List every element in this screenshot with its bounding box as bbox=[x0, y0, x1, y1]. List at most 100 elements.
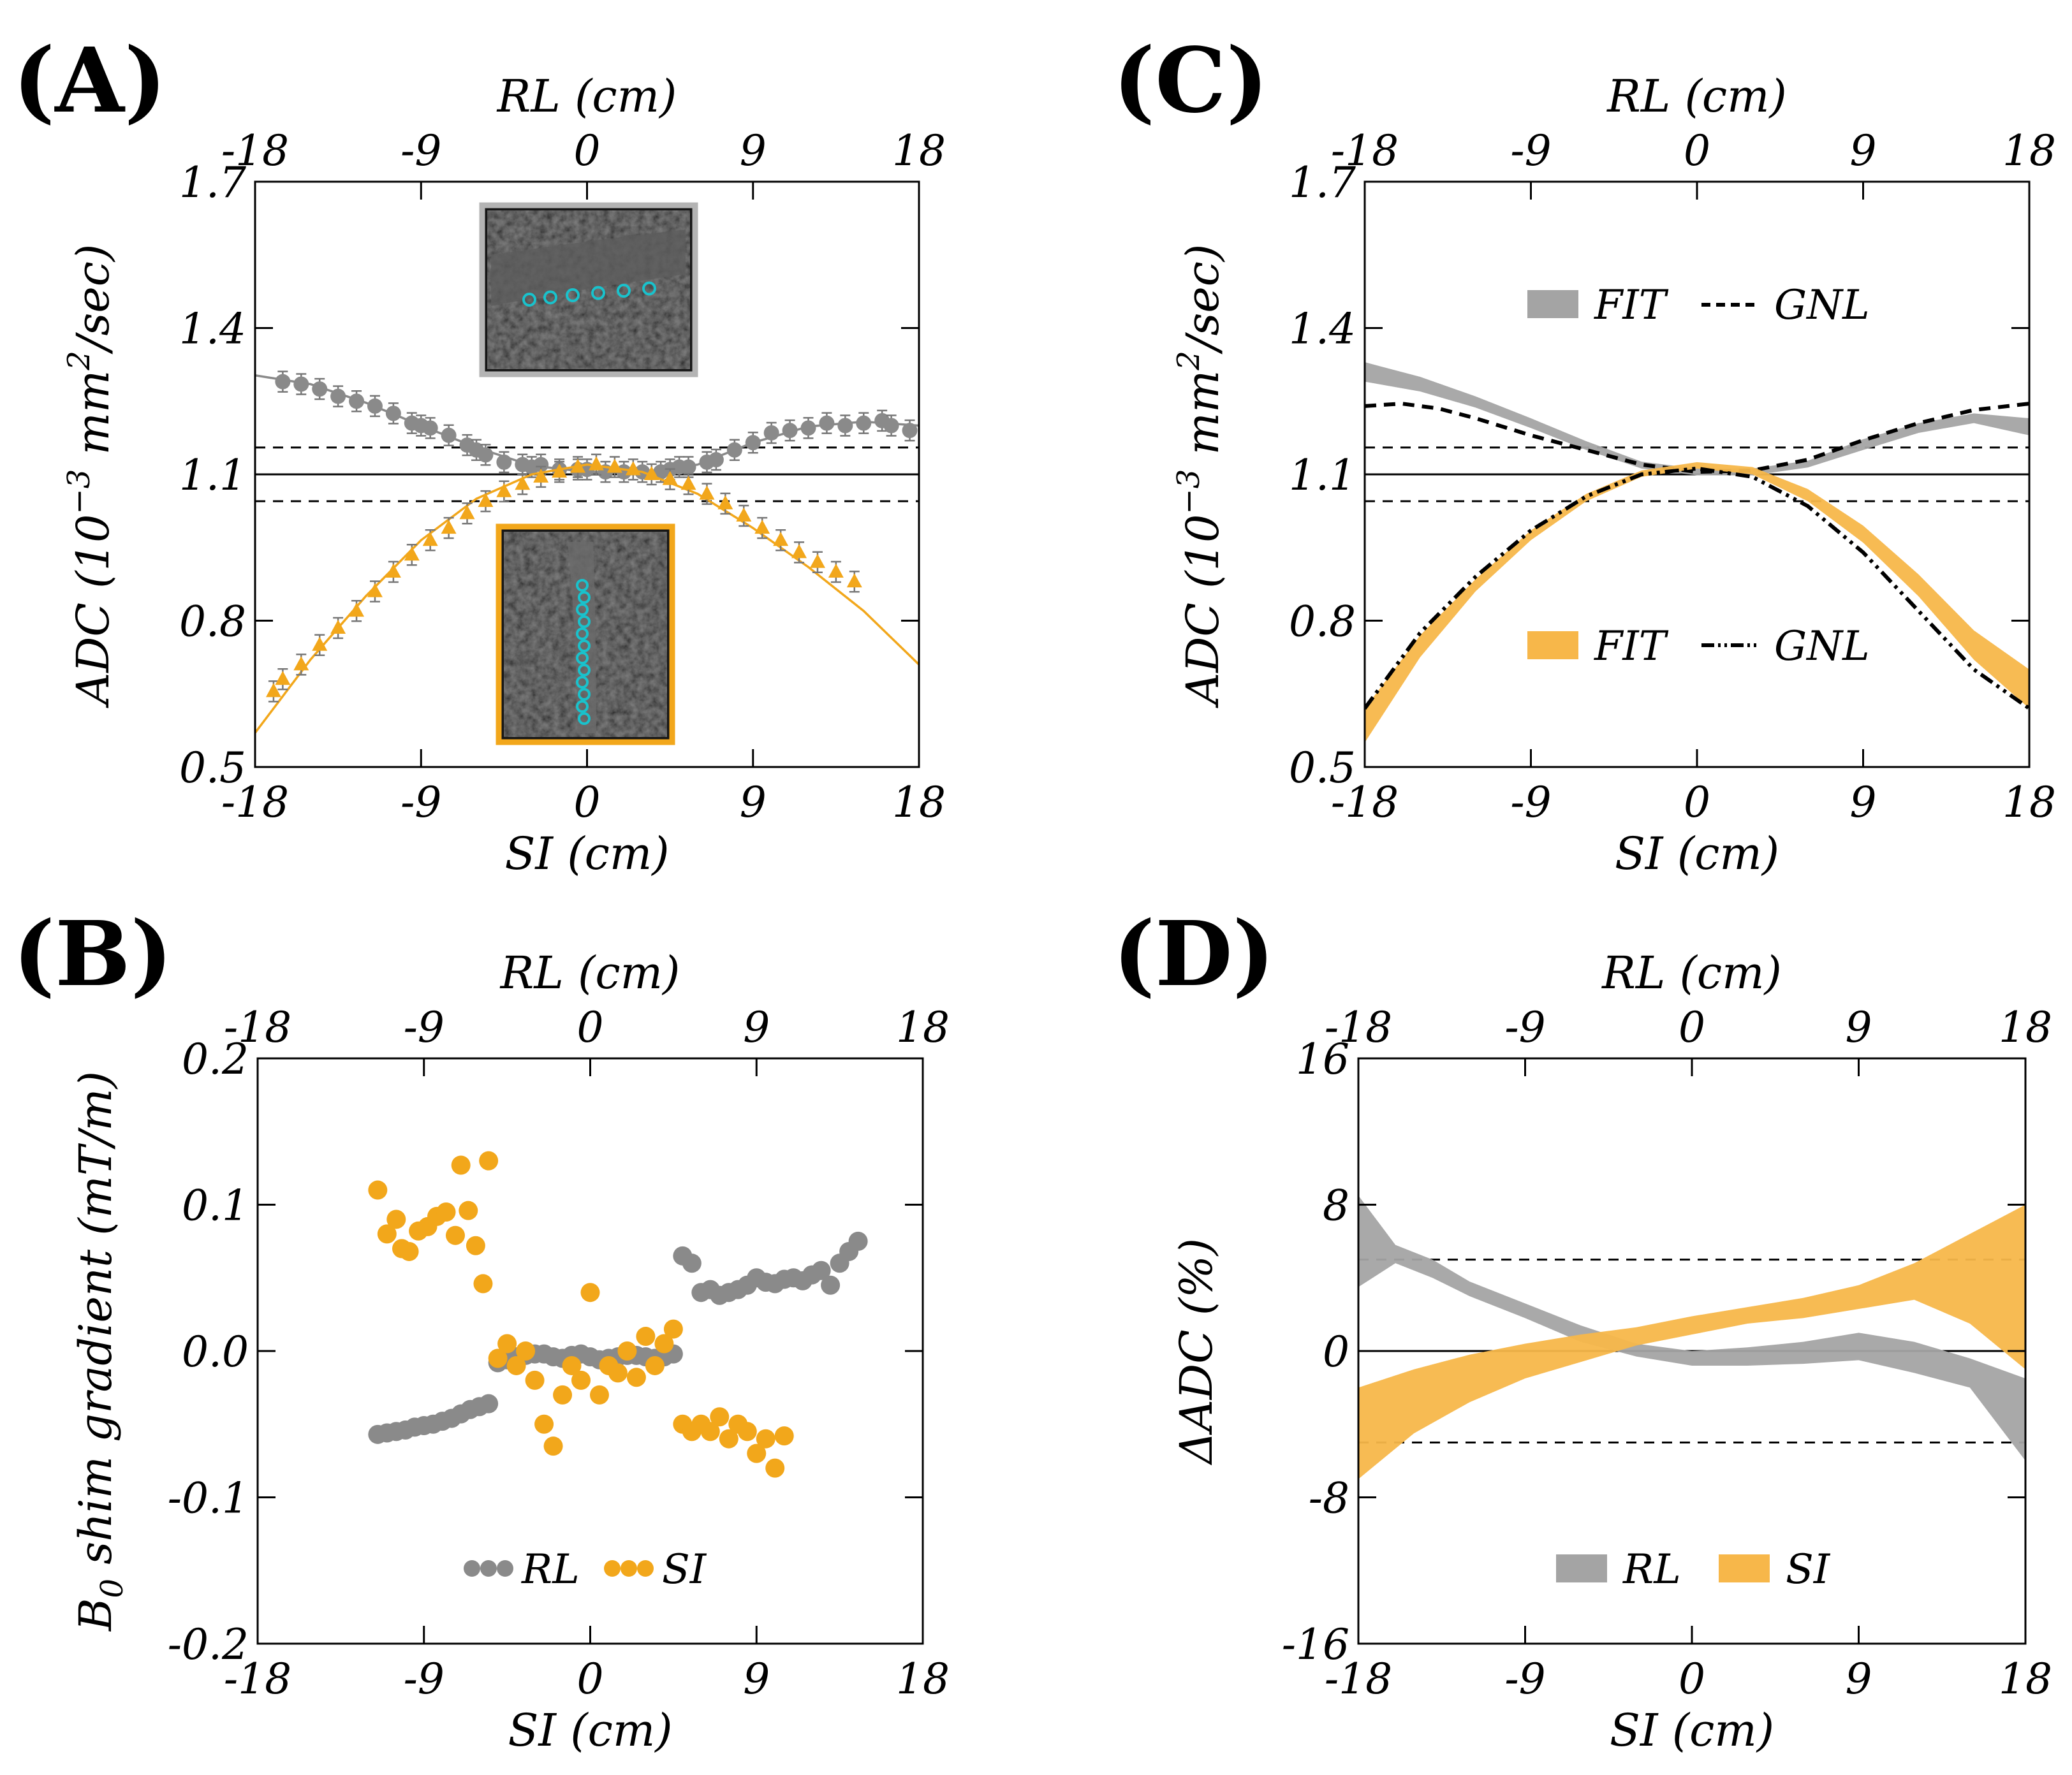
fit-line-si bbox=[255, 463, 919, 734]
data-point-si bbox=[570, 458, 586, 473]
data-point-rl bbox=[745, 435, 761, 451]
inset-si-image bbox=[496, 523, 675, 745]
x-top-tick-label: -9 bbox=[404, 1003, 445, 1052]
x-top-tick-label: -18 bbox=[1325, 1003, 1392, 1052]
data-point-si bbox=[275, 671, 291, 685]
data-point-rl bbox=[848, 1231, 868, 1251]
data-point-si bbox=[422, 532, 438, 546]
x-top-tick-label: -9 bbox=[1504, 1003, 1545, 1052]
roi-dot bbox=[578, 639, 591, 652]
data-point-rl bbox=[821, 1275, 841, 1295]
x-top-tick-label: 9 bbox=[740, 126, 767, 175]
data-point-rl bbox=[312, 381, 328, 397]
data-point-si bbox=[717, 495, 733, 509]
legend-label-si: SI bbox=[662, 1546, 707, 1593]
legend-swatch-fit-si bbox=[1527, 631, 1578, 659]
data-point-si bbox=[663, 1319, 683, 1339]
data-point-si bbox=[515, 476, 531, 490]
data-point-rl bbox=[349, 393, 365, 409]
x-top-tick-label: 18 bbox=[896, 1003, 950, 1052]
plot-area bbox=[255, 370, 919, 734]
data-point-si bbox=[828, 564, 844, 578]
data-point-si bbox=[488, 1348, 508, 1368]
data-point-si bbox=[736, 508, 752, 522]
data-point-rl bbox=[726, 442, 742, 458]
data-point-si bbox=[552, 464, 568, 478]
data-point-si bbox=[525, 1370, 545, 1390]
data-point-si bbox=[737, 1422, 757, 1442]
data-point-si bbox=[478, 493, 494, 508]
data-point-si bbox=[543, 1436, 563, 1456]
roi-dot bbox=[543, 290, 557, 305]
top-axis-title: RL (cm) bbox=[499, 947, 680, 999]
y-tick-label: 1.4 bbox=[179, 305, 246, 354]
data-point-rl bbox=[367, 398, 383, 414]
data-point-rl bbox=[782, 423, 798, 439]
y-tick-label: 8 bbox=[1323, 1181, 1349, 1231]
data-point-si bbox=[534, 1414, 554, 1434]
y-axis-title: B0 shim gradient (mT/m) bbox=[70, 1071, 130, 1632]
y-tick-label: 0.5 bbox=[1289, 743, 1356, 793]
data-point-si bbox=[562, 1355, 582, 1375]
x-tick-label: -9 bbox=[1504, 1654, 1545, 1704]
y-tick-label: 0.0 bbox=[182, 1327, 249, 1377]
roi-dot bbox=[578, 591, 591, 604]
y-tick-label: 0.5 bbox=[179, 743, 246, 793]
legend-swatch-rl bbox=[1556, 1554, 1607, 1582]
data-point-rl bbox=[811, 1260, 831, 1280]
y-tick-label: -16 bbox=[1282, 1620, 1349, 1669]
ylabel-sup: −3 bbox=[61, 469, 97, 515]
x-top-tick-label: -9 bbox=[400, 126, 441, 175]
legend-label-fit: FIT bbox=[1594, 623, 1669, 670]
data-point-si bbox=[312, 636, 328, 651]
x-tick-label: -18 bbox=[1325, 1654, 1392, 1704]
x-top-tick-label: 0 bbox=[1684, 126, 1710, 175]
x-tick-label: 0 bbox=[577, 1654, 604, 1704]
data-point-si bbox=[386, 1209, 406, 1229]
data-point-rl bbox=[682, 1253, 702, 1273]
x-top-tick-label: 9 bbox=[743, 1003, 770, 1052]
data-point-si bbox=[710, 1407, 730, 1427]
x-top-tick-label: 0 bbox=[574, 126, 601, 175]
roi-dot bbox=[576, 652, 589, 664]
data-point-si bbox=[466, 1236, 485, 1255]
data-point-si bbox=[625, 461, 641, 476]
panel-label: (C) bbox=[1113, 29, 1268, 133]
x-tick-label: 0 bbox=[574, 778, 601, 827]
data-point-si bbox=[571, 1370, 591, 1390]
x-top-tick-label: 0 bbox=[577, 1003, 604, 1052]
band-fit-rl- bbox=[1365, 362, 2029, 476]
data-point-si bbox=[756, 1429, 775, 1449]
data-point-rl bbox=[275, 374, 291, 390]
x-top-tick-label: -18 bbox=[1331, 126, 1399, 175]
data-point-si bbox=[349, 603, 365, 617]
top-axis-title: RL (cm) bbox=[496, 70, 677, 122]
data-point-si bbox=[441, 520, 457, 534]
data-point-rl bbox=[819, 415, 835, 431]
data-point-si bbox=[497, 1334, 517, 1354]
legend-marker-rl bbox=[480, 1560, 497, 1577]
data-point-si bbox=[809, 553, 825, 568]
data-point-rl bbox=[763, 425, 779, 441]
legend-marker-si bbox=[604, 1560, 621, 1577]
y-tick-label: 16 bbox=[1296, 1035, 1349, 1084]
x-tick-label: 9 bbox=[743, 1654, 770, 1704]
y-axis-title: ADC (10−3 mm2/sec) bbox=[1171, 244, 1229, 709]
roi-dot bbox=[591, 286, 605, 300]
x-tick-label: 18 bbox=[1999, 1654, 2052, 1704]
data-point-si bbox=[479, 1151, 499, 1171]
legend-label-rl: RL bbox=[521, 1546, 580, 1593]
x-tick-label: 18 bbox=[2002, 778, 2056, 827]
x-tick-label: -9 bbox=[404, 1654, 445, 1704]
top-axis-title: RL (cm) bbox=[1601, 947, 1782, 999]
x-tick-label: 9 bbox=[1850, 778, 1877, 827]
x-tick-label: 18 bbox=[896, 1654, 950, 1704]
x-top-tick-label: 9 bbox=[1846, 1003, 1872, 1052]
x-top-tick-label: -9 bbox=[1510, 126, 1551, 175]
data-point-si bbox=[645, 1355, 665, 1375]
ylabel-part: mm bbox=[1177, 370, 1229, 469]
data-point-si bbox=[506, 1355, 526, 1375]
roi-dot bbox=[578, 615, 591, 628]
plot-area bbox=[1358, 1195, 2025, 1479]
